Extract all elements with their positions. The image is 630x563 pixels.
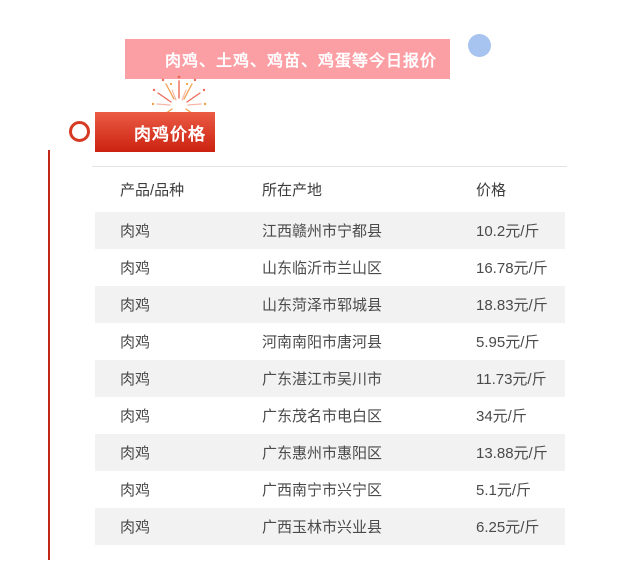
cell-product: 肉鸡 [120, 223, 151, 240]
cell-price: 11.73元/斤 [476, 371, 547, 388]
cell-price: 13.88元/斤 [476, 445, 548, 462]
table-top-divider [92, 166, 567, 167]
bullet-ring-icon [69, 121, 90, 142]
cell-product: 肉鸡 [120, 519, 151, 536]
header-price: 价格 [476, 182, 507, 199]
cell-price: 16.78元/斤 [476, 260, 548, 277]
header-product: 产品/品种 [120, 182, 185, 199]
section-badge: 肉鸡价格 [95, 112, 215, 152]
table-row: 肉鸡 广西南宁市兴宁区 5.1元/斤 [95, 471, 565, 508]
cell-product: 肉鸡 [120, 445, 151, 462]
table-row: 肉鸡 广西玉林市兴业县 6.25元/斤 [95, 508, 565, 545]
cell-origin: 广东茂名市电白区 [262, 408, 383, 425]
cell-origin: 广西玉林市兴业县 [262, 519, 383, 536]
table-row: 肉鸡 广东惠州市惠阳区 13.88元/斤 [95, 434, 565, 471]
cell-origin: 山东临沂市兰山区 [262, 260, 383, 277]
cell-price: 18.83元/斤 [476, 297, 548, 314]
cell-price: 34元/斤 [476, 408, 527, 425]
left-accent-line [48, 150, 50, 560]
table-row: 肉鸡 广东湛江市吴川市 11.73元/斤 [95, 360, 565, 397]
table-row: 肉鸡 山东临沂市兰山区 16.78元/斤 [95, 249, 565, 286]
cell-product: 肉鸡 [120, 260, 151, 277]
price-table-body: 肉鸡 江西赣州市宁都县 10.2元/斤 肉鸡 山东临沂市兰山区 16.78元/斤… [95, 212, 565, 545]
cell-origin: 山东菏泽市郓城县 [262, 297, 383, 314]
cell-price: 6.25元/斤 [476, 519, 540, 536]
table-row: 肉鸡 山东菏泽市郓城县 18.83元/斤 [95, 286, 565, 323]
table-row: 肉鸡 河南南阳市唐河县 5.95元/斤 [95, 323, 565, 360]
cell-origin: 江西赣州市宁都县 [262, 223, 383, 240]
banner-title: 肉鸡、土鸡、鸡苗、鸡蛋等今日报价 [164, 53, 437, 70]
price-table: 产品/品种 所在产地 价格 肉鸡 江西赣州市宁都县 10.2元/斤 肉鸡 山东临… [95, 167, 565, 545]
cell-origin: 河南南阳市唐河县 [262, 334, 383, 351]
cell-product: 肉鸡 [120, 482, 151, 499]
cell-price: 10.2元/斤 [476, 223, 540, 240]
cell-origin: 广东惠州市惠阳区 [262, 445, 383, 462]
blue-dot-decoration [468, 34, 491, 57]
cell-product: 肉鸡 [120, 408, 151, 425]
cell-price: 5.1元/斤 [476, 482, 532, 499]
cell-price: 5.95元/斤 [476, 334, 540, 351]
cell-product: 肉鸡 [120, 297, 151, 314]
title-banner: 肉鸡、土鸡、鸡苗、鸡蛋等今日报价 [125, 39, 450, 79]
cell-product: 肉鸡 [120, 334, 151, 351]
table-row: 肉鸡 江西赣州市宁都县 10.2元/斤 [95, 212, 565, 249]
header-origin: 所在产地 [262, 182, 323, 199]
table-header-row: 产品/品种 所在产地 价格 [95, 167, 565, 212]
section-badge-label: 肉鸡价格 [134, 124, 206, 144]
cell-origin: 广东湛江市吴川市 [262, 371, 383, 388]
cell-origin: 广西南宁市兴宁区 [262, 482, 383, 499]
cell-product: 肉鸡 [120, 371, 151, 388]
table-row: 肉鸡 广东茂名市电白区 34元/斤 [95, 397, 565, 434]
